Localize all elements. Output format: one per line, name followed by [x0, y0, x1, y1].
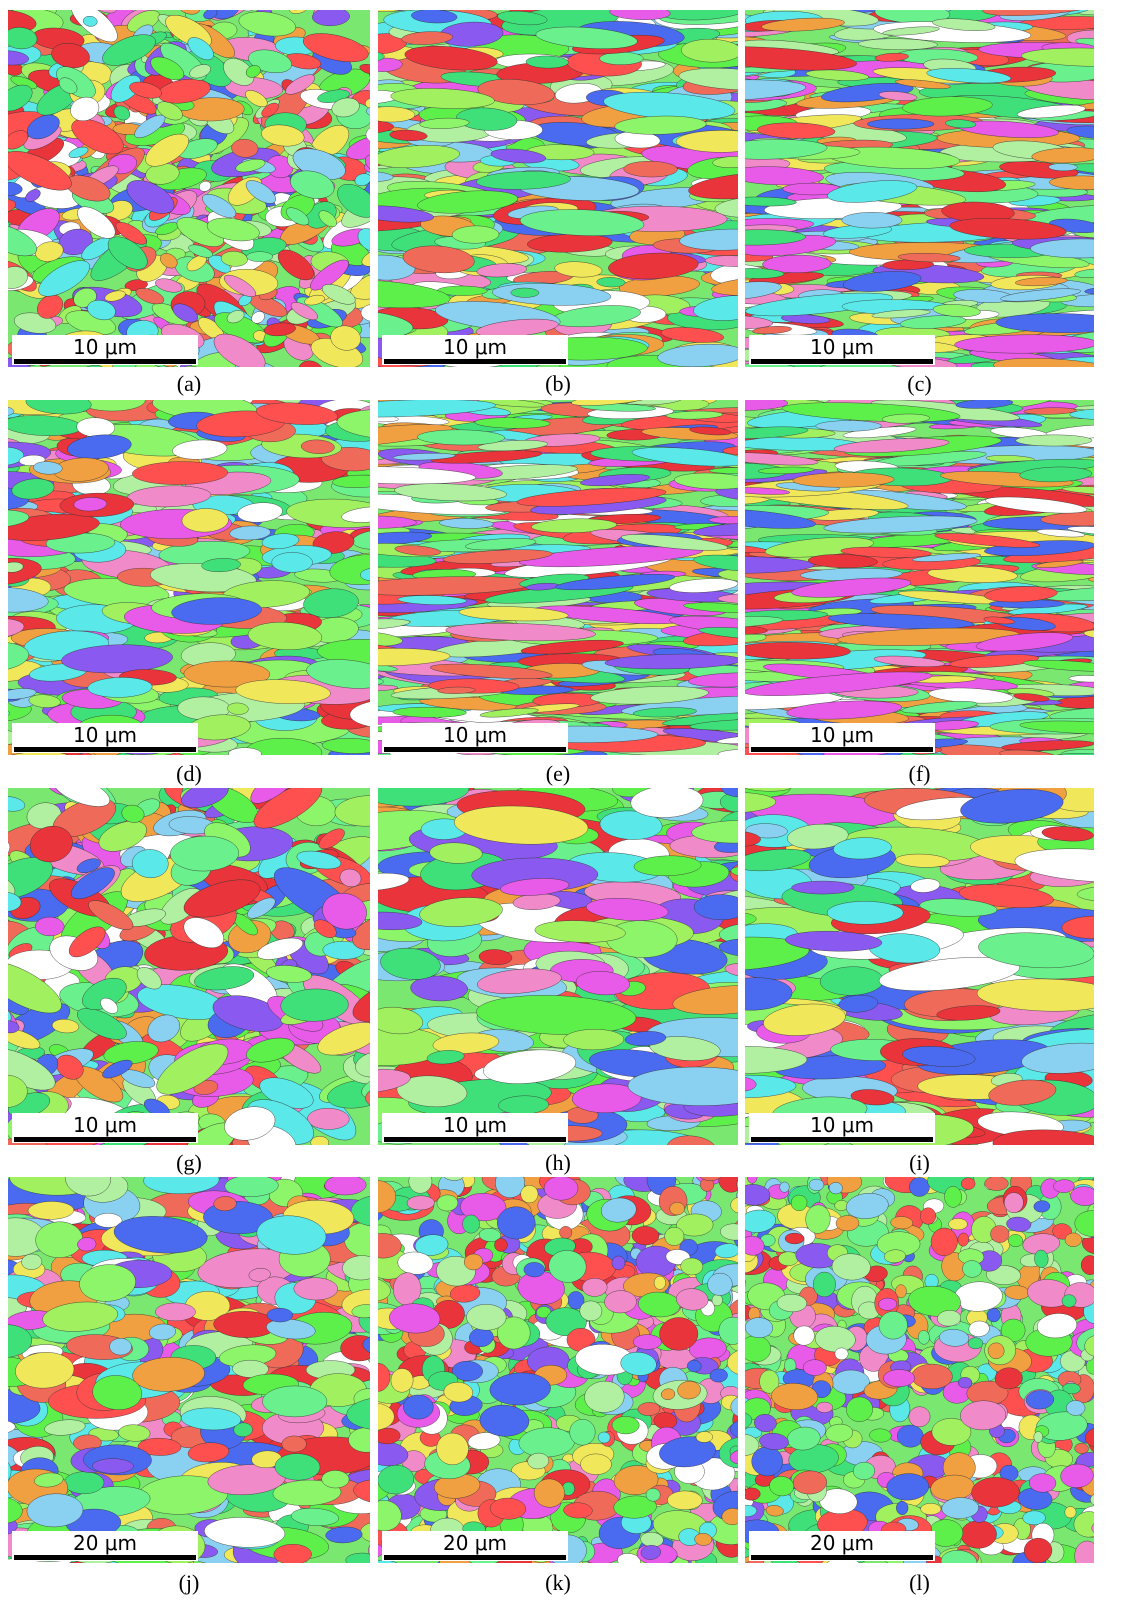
scale-bar: [384, 1137, 566, 1142]
ebsd-map: 10 μm: [8, 788, 370, 1145]
grain: [64, 1472, 104, 1494]
panel-caption: (g): [149, 1150, 229, 1176]
scale-bar: [14, 1137, 196, 1142]
ebsd-map: 10 μm: [8, 400, 370, 755]
scale-bar: [751, 359, 933, 364]
grain: [842, 212, 902, 228]
ebsd-map: 10 μm: [745, 788, 1094, 1145]
scale-bar: [751, 747, 933, 752]
panel-caption: (j): [149, 1570, 229, 1596]
panel-caption: (d): [149, 761, 229, 787]
ebsd-map: 20 μm: [378, 1177, 738, 1563]
grain: [511, 288, 539, 298]
grain: [92, 1458, 133, 1473]
panel-caption: (b): [518, 371, 598, 397]
scale-bar-label: 10 μm: [443, 1113, 507, 1137]
grain: [1016, 435, 1092, 446]
ebsd-map: 10 μm: [745, 400, 1094, 755]
scale-bar: [14, 359, 196, 364]
grain: [262, 1386, 327, 1417]
panel-caption: (i): [880, 1150, 960, 1176]
panel-caption: (c): [880, 371, 960, 397]
scale-bar-label: 10 μm: [810, 1113, 874, 1137]
grain: [867, 119, 934, 129]
grain: [272, 552, 313, 572]
scale-bar: [751, 1137, 933, 1142]
grain: [827, 901, 903, 924]
panel-caption: (h): [518, 1150, 598, 1176]
ebsd-map: 10 μm: [8, 10, 370, 367]
scale-bar-label: 10 μm: [73, 1113, 137, 1137]
panel-caption: (a): [149, 371, 229, 397]
ebsd-map: 10 μm: [745, 10, 1094, 367]
grain: [816, 420, 882, 431]
ebsd-map: 10 μm: [378, 788, 738, 1145]
panel-caption: (e): [518, 761, 598, 787]
panel-caption: (f): [880, 761, 960, 787]
grain: [1049, 163, 1078, 171]
grain: [294, 1277, 338, 1300]
scale-bar: [384, 359, 566, 364]
scale-bar-label: 10 μm: [810, 723, 874, 747]
scale-bar-label: 20 μm: [73, 1531, 137, 1555]
grain: [109, 1338, 131, 1355]
scale-bar-label: 10 μm: [73, 723, 137, 747]
scale-bar: [384, 747, 566, 752]
scale-bar-label: 10 μm: [73, 335, 137, 359]
grain: [247, 252, 273, 262]
scale-bar-label: 10 μm: [810, 335, 874, 359]
scale-bar-label: 10 μm: [443, 335, 507, 359]
scale-bar: [14, 1555, 196, 1560]
grain: [282, 1436, 307, 1452]
grain: [155, 1303, 195, 1321]
figure: 10 μm(a)10 μm(b)10 μm(c)10 μm(d)10 μm(e)…: [0, 0, 1131, 1623]
grain: [792, 881, 855, 894]
scale-bar-label: 10 μm: [443, 723, 507, 747]
grain: [267, 1308, 293, 1322]
scale-bar: [14, 747, 196, 752]
ebsd-map: 10 μm: [378, 400, 738, 755]
ebsd-map: 20 μm: [8, 1177, 370, 1563]
grain: [322, 1470, 350, 1488]
ebsd-map: 10 μm: [378, 10, 738, 367]
